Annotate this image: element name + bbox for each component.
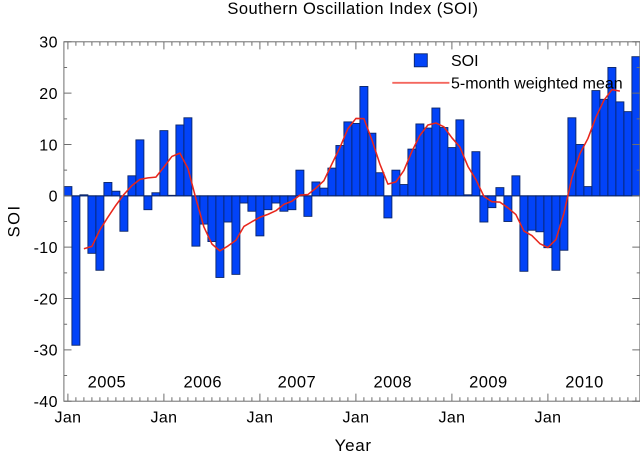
svg-text:Jan: Jan	[54, 409, 81, 426]
svg-text:2008: 2008	[373, 373, 412, 391]
svg-text:Jan: Jan	[246, 409, 273, 426]
svg-text:Year: Year	[335, 436, 372, 452]
svg-text:30: 30	[39, 35, 58, 52]
svg-text:5-month weighted mean: 5-month weighted mean	[451, 76, 623, 93]
svg-text:20: 20	[39, 86, 58, 103]
svg-text:2007: 2007	[278, 373, 317, 391]
svg-text:SOI: SOI	[451, 53, 479, 70]
svg-text:2006: 2006	[183, 373, 222, 391]
svg-text:-30: -30	[34, 343, 58, 360]
svg-text:0: 0	[49, 189, 58, 206]
svg-text:Jan: Jan	[150, 409, 177, 426]
svg-text:Jan: Jan	[534, 409, 561, 426]
svg-text:-20: -20	[34, 291, 58, 308]
svg-text:2009: 2009	[469, 373, 508, 391]
svg-text:Jan: Jan	[342, 409, 369, 426]
svg-text:10: 10	[39, 137, 58, 154]
svg-text:2010: 2010	[565, 373, 604, 391]
svg-text:-40: -40	[34, 394, 58, 411]
svg-text:SOI: SOI	[5, 204, 23, 237]
svg-text:Southern Oscillation Index (SO: Southern Oscillation Index (SOI)	[227, 0, 478, 18]
svg-text:-10: -10	[34, 240, 58, 257]
svg-text:Jan: Jan	[438, 409, 465, 426]
svg-text:2005: 2005	[88, 373, 127, 391]
